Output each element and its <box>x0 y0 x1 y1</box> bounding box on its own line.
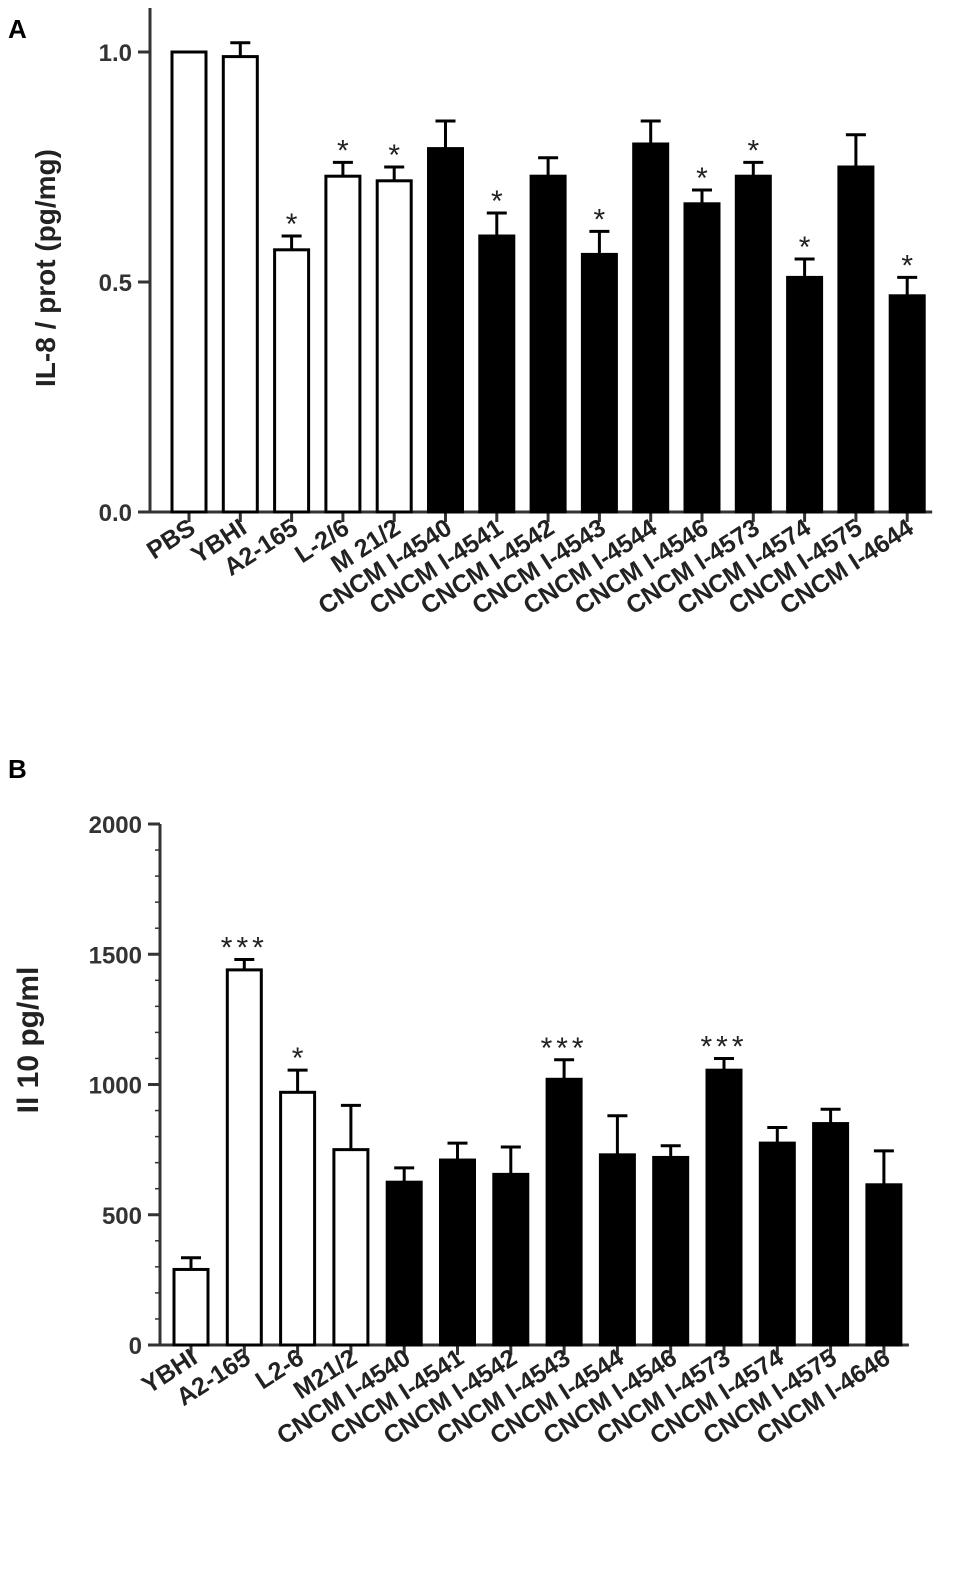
bar <box>332 1148 370 1347</box>
y-tick-label: 0 <box>129 1333 142 1360</box>
significance-label: *** <box>700 1030 747 1063</box>
y-tick-label: 2000 <box>89 812 142 839</box>
bar <box>734 174 772 514</box>
panel-b-y-axis-label: Il 10 pg/ml <box>12 967 45 1114</box>
significance-label: *** <box>541 1032 588 1065</box>
y-tick-label: 0.5 <box>99 270 132 297</box>
bar <box>812 1122 850 1347</box>
bar <box>545 1077 583 1347</box>
bar <box>324 174 362 514</box>
significance-label: * <box>747 134 759 167</box>
bar <box>888 294 926 514</box>
bar <box>580 252 618 514</box>
bar <box>632 142 670 514</box>
significance-label: * <box>799 231 811 264</box>
significance-label: * <box>491 185 503 218</box>
bar <box>273 248 311 514</box>
bar <box>529 174 567 514</box>
bar <box>652 1155 690 1347</box>
bar <box>837 165 875 514</box>
bar <box>279 1090 317 1347</box>
y-tick-label: 1000 <box>89 1073 142 1100</box>
panel-a-y-axis-label: IL-8 / prot (pg/mg) <box>30 149 61 387</box>
bar <box>385 1180 423 1347</box>
bar <box>225 968 263 1347</box>
panel-a: A IL-8 / prot (pg/mg) 0.00.51.0PBSYBHI*A… <box>8 8 933 620</box>
bar <box>705 1068 743 1347</box>
bar <box>478 234 516 514</box>
bar <box>786 275 824 514</box>
bar <box>598 1153 636 1347</box>
y-tick-label: 0.0 <box>99 500 132 527</box>
x-category-label: PBS <box>142 514 200 565</box>
panel-a-letter: A <box>8 14 27 44</box>
significance-label: * <box>594 203 606 236</box>
y-tick-label: 1.0 <box>99 40 132 67</box>
bar <box>172 1267 210 1347</box>
significance-label: *** <box>221 931 268 964</box>
bar <box>170 50 208 514</box>
bar <box>221 55 259 514</box>
y-tick-label: 1500 <box>89 942 142 969</box>
bar <box>758 1141 796 1347</box>
significance-label: * <box>292 1042 304 1075</box>
bar <box>683 202 721 514</box>
panel-b-letter: B <box>8 754 27 784</box>
bar <box>427 147 464 514</box>
bar <box>439 1158 476 1347</box>
significance-label: * <box>337 134 349 167</box>
bar <box>492 1172 530 1347</box>
significance-label: * <box>286 208 298 241</box>
bar <box>865 1183 903 1347</box>
panel-b: B Il 10 pg/ml 0500100015002000YBHI***A2-… <box>8 754 909 1450</box>
significance-label: * <box>696 162 708 195</box>
significance-label: * <box>901 249 913 282</box>
significance-label: * <box>388 139 400 172</box>
bar <box>375 179 413 514</box>
y-tick-label: 500 <box>102 1203 142 1230</box>
